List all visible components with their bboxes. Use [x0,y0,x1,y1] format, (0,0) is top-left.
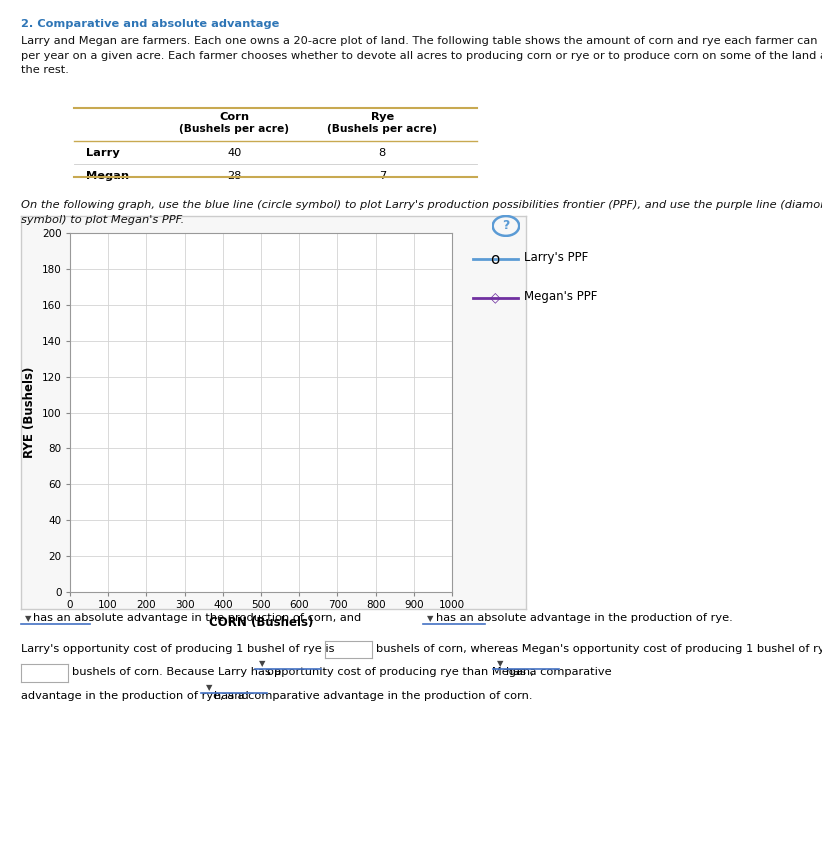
Text: ▼: ▼ [206,683,212,692]
Text: 7: 7 [379,171,386,181]
Text: ▼: ▼ [25,614,31,623]
Text: Larry's opportunity cost of producing 1 bushel of rye is: Larry's opportunity cost of producing 1 … [21,644,334,654]
Text: Larry and Megan are farmers. Each one owns a 20-acre plot of land. The following: Larry and Megan are farmers. Each one ow… [21,36,822,75]
Text: ?: ? [502,219,510,232]
Text: has a comparative advantage in the production of corn.: has a comparative advantage in the produ… [214,691,532,702]
Text: has an absolute advantage in the production of rye.: has an absolute advantage in the product… [436,613,732,623]
Text: ▼: ▼ [427,614,434,623]
Text: ▼: ▼ [259,659,266,668]
Text: bushels of corn. Because Larry has a: bushels of corn. Because Larry has a [72,667,282,677]
Y-axis label: RYE (Bushels): RYE (Bushels) [23,367,36,458]
Text: o: o [490,251,500,267]
Text: Megan: Megan [86,171,129,181]
Text: (Bushels per acre): (Bushels per acre) [179,124,289,134]
X-axis label: CORN (Bushels): CORN (Bushels) [209,616,313,629]
Text: has a comparative: has a comparative [506,667,611,677]
Text: Larry's PPF: Larry's PPF [524,251,589,264]
Text: Corn: Corn [219,112,249,123]
Text: ▼: ▼ [497,659,504,668]
Text: Megan's PPF: Megan's PPF [524,289,598,303]
Text: advantage in the production of rye, and: advantage in the production of rye, and [21,691,248,702]
Text: 28: 28 [227,171,242,181]
Text: On the following graph, use the blue line (circle symbol) to plot Larry's produc: On the following graph, use the blue lin… [21,200,822,225]
Text: 8: 8 [379,148,386,158]
Text: opportunity cost of producing rye than Megan,: opportunity cost of producing rye than M… [267,667,534,677]
Text: o: o [490,251,500,267]
Text: Larry: Larry [86,148,120,158]
Text: bushels of corn, whereas Megan's opportunity cost of producing 1 bushel of rye i: bushels of corn, whereas Megan's opportu… [376,644,822,654]
Text: (Bushels per acre): (Bushels per acre) [327,124,437,134]
Text: Rye: Rye [371,112,394,123]
Text: 40: 40 [227,148,242,158]
Text: has an absolute advantage in the production of corn, and: has an absolute advantage in the product… [33,613,361,623]
Text: 2. Comparative and absolute advantage: 2. Comparative and absolute advantage [21,19,279,29]
Text: ◇: ◇ [490,290,500,304]
